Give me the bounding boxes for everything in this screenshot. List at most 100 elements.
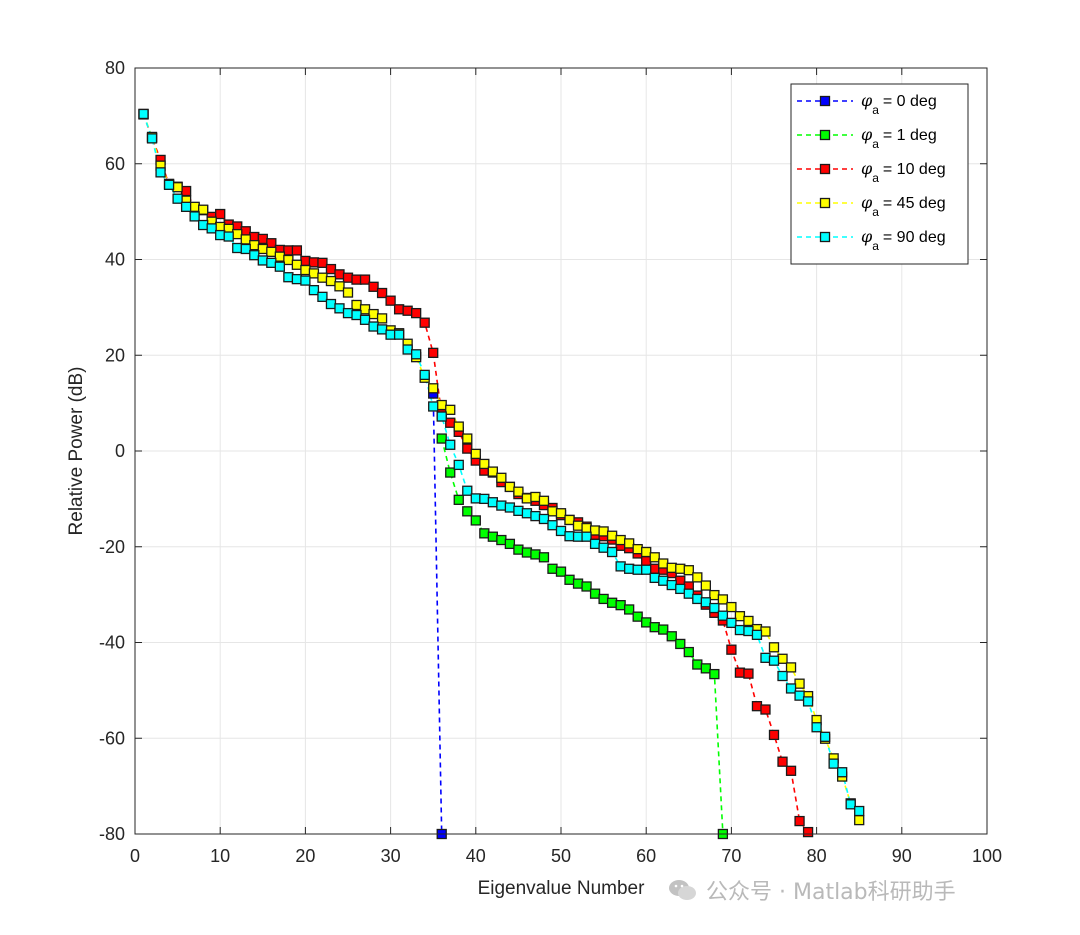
legend-marker (819, 163, 831, 175)
data-point-series-3 (436, 399, 447, 411)
data-point-series-1 (615, 600, 626, 611)
data-point-series-1 (658, 624, 669, 635)
data-point-series-1 (462, 506, 473, 517)
data-point-series-1 (692, 659, 703, 670)
data-point-series-4 (453, 459, 464, 471)
data-point-series-1 (487, 531, 498, 542)
data-point-series-4 (155, 167, 166, 178)
data-point-series-3 (598, 526, 609, 537)
data-point-series-3 (513, 486, 524, 497)
x-tick-label: 0 (130, 846, 140, 866)
data-point-series-1 (496, 534, 507, 546)
x-tick-label: 50 (551, 846, 571, 866)
data-point-series-4 (487, 497, 498, 508)
y-tick-label: -60 (99, 728, 125, 748)
watermark-text: 公众号 · Matlab科研助手 (706, 880, 956, 905)
data-point-series-3 (283, 254, 294, 266)
data-point-series-3 (504, 481, 516, 493)
data-point-series-4 (325, 298, 337, 310)
data-point-series-3 (479, 458, 490, 470)
data-point-series-4 (334, 303, 345, 314)
legend-symbol: φ (861, 125, 873, 144)
data-point-series-2 (376, 287, 388, 299)
data-point-series-3 (325, 275, 337, 287)
data-point-series-3 (266, 246, 277, 257)
data-point-series-2 (334, 269, 345, 280)
data-point-series-4 (496, 500, 507, 511)
data-point-series-4 (479, 493, 490, 505)
data-point-series-1 (581, 581, 592, 592)
legend-entry-label: φa = 0 deg (861, 91, 937, 117)
data-point-series-4 (615, 561, 626, 572)
data-point-series-4 (606, 546, 618, 558)
data-point-series-4 (802, 696, 814, 707)
data-point-series-2 (419, 317, 430, 328)
data-point-series-2 (768, 729, 780, 741)
data-point-series-3 (257, 243, 268, 255)
data-point-series-4 (470, 493, 481, 504)
data-point-series-4 (266, 257, 277, 269)
data-point-series-1 (538, 552, 550, 563)
data-point-series-4 (274, 261, 285, 272)
legend-marker (819, 231, 831, 243)
data-point-series-1 (513, 544, 524, 555)
legend-symbol: φ (861, 227, 873, 246)
data-point-series-2 (743, 668, 754, 679)
data-point-series-4 (794, 690, 805, 701)
data-point-series-4 (521, 508, 533, 519)
data-point-series-3 (249, 239, 260, 251)
data-point-series-1 (606, 597, 618, 608)
data-point-series-4 (658, 575, 669, 586)
data-point-series-2 (300, 255, 311, 267)
data-point-series-4 (768, 655, 780, 666)
data-point-series-1 (641, 617, 652, 628)
legend-subscript: a (872, 205, 879, 219)
data-point-series-4 (342, 307, 354, 319)
data-point-series-2 (342, 272, 354, 283)
data-point-series-4 (402, 344, 413, 355)
data-point-series-2 (751, 701, 763, 712)
y-axis-label: Relative Power (dB) (66, 367, 87, 536)
data-point-series-3 (641, 546, 652, 558)
data-point-series-2 (802, 826, 814, 838)
data-point-series-1 (547, 563, 558, 574)
data-point-series-1 (589, 588, 601, 599)
data-point-series-4 (666, 579, 677, 591)
data-point-series-4 (743, 625, 754, 637)
data-point-series-3 (734, 611, 746, 622)
y-tick-label: 60 (105, 154, 125, 174)
data-point-series-3 (615, 534, 626, 546)
data-point-series-4 (428, 401, 439, 412)
x-tick-label: 90 (892, 846, 912, 866)
data-point-series-3 (589, 525, 601, 536)
data-point-series-4 (641, 564, 652, 575)
data-point-series-4 (198, 219, 209, 231)
data-point-series-1 (632, 611, 643, 622)
data-point-series-3 (470, 448, 481, 460)
data-point-series-4 (368, 321, 379, 332)
legend-symbol: φ (861, 159, 873, 178)
data-point-series-4 (317, 291, 328, 302)
data-point-series-2 (368, 281, 379, 292)
x-axis-label: Eigenvalue Number (478, 878, 646, 899)
data-point-series-3 (555, 508, 567, 519)
data-point-series-3 (308, 268, 320, 279)
data-point-series-2 (359, 274, 371, 285)
data-point-series-3 (717, 594, 729, 605)
legend-marker (819, 197, 831, 209)
data-point-series-4 (513, 505, 524, 516)
data-point-series-4 (751, 629, 763, 640)
data-point-series-2 (351, 274, 362, 285)
data-point-series-3 (359, 304, 371, 315)
legend-symbol: φ (861, 91, 873, 110)
data-point-series-4 (411, 349, 422, 360)
data-point-series-3 (581, 522, 592, 534)
data-point-series-2 (308, 257, 320, 268)
data-point-series-3 (760, 626, 771, 637)
data-point-series-4 (854, 805, 865, 817)
data-point-series-4 (189, 211, 200, 222)
data-point-series-3 (300, 264, 311, 276)
legend-name: = 1 deg (883, 127, 937, 144)
data-point-series-4 (393, 329, 405, 340)
